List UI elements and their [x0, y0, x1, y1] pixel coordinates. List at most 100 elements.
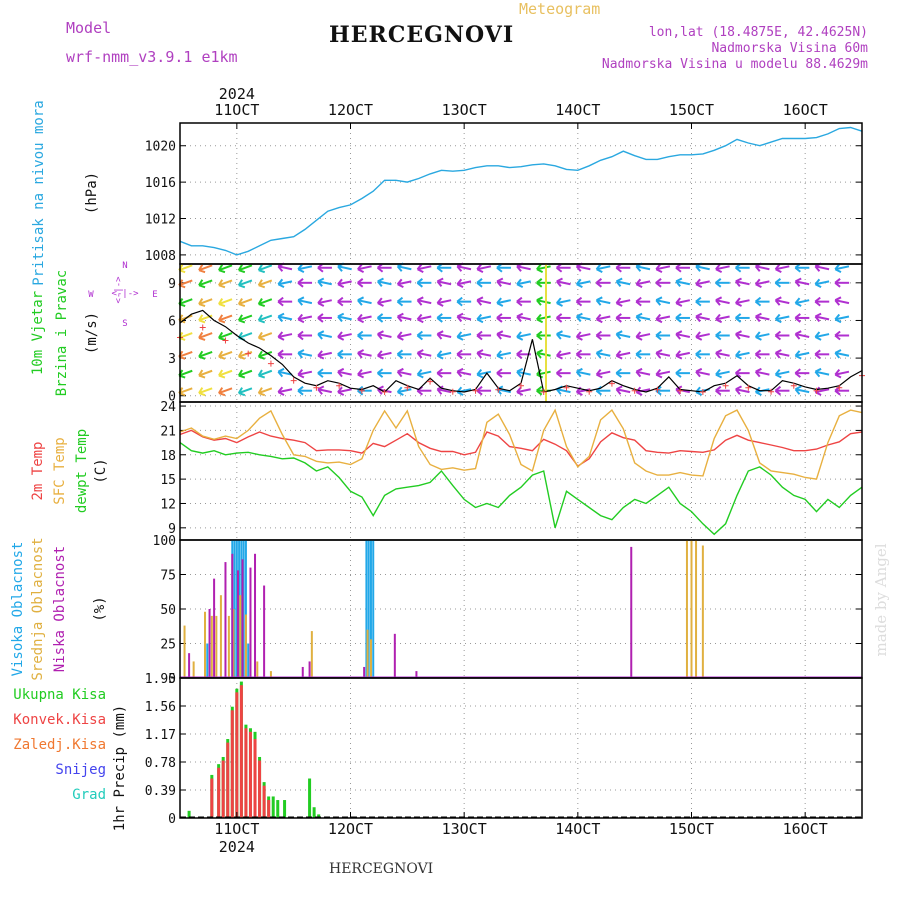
wind-arrow-shaft [178, 369, 193, 377]
wind-axis-title: 10m Vjetar [30, 291, 46, 375]
wind-arrow-head [198, 331, 206, 341]
gust-marker [267, 360, 274, 367]
dewpt-axis-title: dewpt Temp [74, 429, 90, 513]
wind-arrow-head [556, 313, 563, 323]
wind-arrow-head [575, 386, 583, 396]
series-line-pressure [179, 126, 863, 256]
gust-marker [449, 388, 456, 395]
wind-arrow-head [715, 296, 723, 306]
wind-arrow-shaft [496, 299, 512, 305]
wind-arrow-head [655, 313, 663, 324]
wind-arrow-shaft [278, 388, 293, 394]
wind-arrow-shaft [317, 299, 332, 305]
wind-arrow-shaft [516, 388, 531, 394]
clouds-bar-mid_cloud [183, 625, 186, 678]
y-tick-label: 24 [160, 400, 176, 415]
wind-arrow [376, 330, 392, 340]
wind-arrow [337, 331, 352, 341]
wind-arrow-shaft [198, 298, 213, 305]
precip-bar-conv_precip [253, 739, 257, 818]
clouds-bar-high_cloud [235, 540, 238, 678]
gust-marker [222, 337, 229, 344]
wind-arrow-shaft [218, 314, 233, 322]
wind-arrow [774, 296, 790, 306]
wind-arrow [337, 386, 352, 396]
series-line-sfc [179, 408, 863, 480]
wind-arrow-head [277, 331, 285, 341]
wind-arrow-shaft [835, 265, 850, 271]
wind-arrow [337, 349, 352, 360]
wind-arrow-shaft [675, 333, 691, 338]
wind-arrow-head [257, 369, 266, 379]
gust-marker [199, 324, 206, 331]
wind-arrow-head [615, 313, 622, 323]
wind-arrow-shaft [397, 333, 412, 338]
wind-arrow-shaft [258, 387, 273, 395]
wind-arrow-head [297, 278, 304, 288]
x-year-label: 2024 [219, 838, 255, 856]
wind-arrow [754, 296, 770, 307]
wind-arrow-head [237, 314, 246, 324]
precip-legend-item: Konvek.Kisa [13, 712, 106, 728]
wind-arrow [376, 313, 392, 323]
clouds-bar-low_cloud [415, 671, 418, 678]
gust-marker [745, 384, 752, 391]
wind-arrow [237, 279, 253, 289]
wind-arrow [257, 387, 273, 397]
wind-arrow-shaft [377, 333, 392, 338]
precip-legend-item: Ukupna Kisa [13, 687, 106, 703]
wind-arrow-shaft [715, 299, 730, 305]
wind-arrow-head [794, 313, 801, 323]
wind-arrow [834, 330, 850, 341]
wind-arrow-head [257, 350, 266, 360]
wind-arrow-head [595, 278, 603, 288]
wind-arrow [476, 385, 492, 396]
wind-arrow-shaft [576, 370, 591, 376]
wind-arrow-head [476, 296, 484, 306]
wind-arrow [774, 330, 790, 341]
wind-arrow-head [357, 349, 365, 359]
wind-arrow [735, 313, 750, 323]
wind-arrow-head [476, 349, 484, 359]
wind-arrow [814, 331, 830, 341]
wind-arrow-shaft [795, 333, 810, 338]
wind-arrow-shaft [238, 332, 253, 339]
wind-arrow-head [615, 330, 623, 340]
wind-arrow [456, 367, 472, 378]
wind-arrow-shaft [317, 333, 332, 338]
wind-arrow-head [357, 330, 364, 341]
wind-arrow-head [357, 313, 365, 324]
wind-arrow-head [198, 264, 206, 274]
wind-arrow [814, 349, 830, 360]
y-tick-label: 12 [160, 497, 176, 512]
wind-arrow [754, 367, 770, 378]
wind-arrow [655, 263, 671, 273]
clouds-bar-mid_cloud [232, 609, 235, 678]
wind-arrow [257, 369, 273, 379]
wind-arrow-shaft [218, 387, 233, 395]
wind-arrow-shaft [835, 351, 850, 357]
wind-arrow [615, 330, 631, 340]
wind-arrow [834, 296, 850, 306]
wind-arrow [476, 278, 492, 288]
wind-arrow-shaft [656, 315, 671, 321]
clouds-bar-high_cloud [247, 643, 250, 678]
wind-arrow-head [635, 278, 643, 289]
wind-arrow-shaft [735, 299, 750, 305]
wind-arrow [436, 350, 452, 360]
wind-arrow-head [655, 278, 662, 288]
wind-arrow [496, 277, 512, 287]
wind-arrow-head [456, 296, 463, 307]
wind-arrow-shaft [715, 370, 730, 376]
wind-arrow-head [277, 278, 285, 289]
wind-arrow [635, 278, 651, 289]
wind-arrow-shaft [238, 350, 253, 358]
wind-arrow [516, 386, 531, 396]
wind-arrow [516, 278, 531, 289]
wind-arrow [615, 385, 631, 395]
wind-arrow [198, 387, 213, 397]
clouds-bar-mid_cloud [269, 671, 272, 678]
pressure-axis-title: Pritisak na nivou mora [31, 100, 47, 285]
x-tick-label: 11OCT [214, 101, 259, 119]
